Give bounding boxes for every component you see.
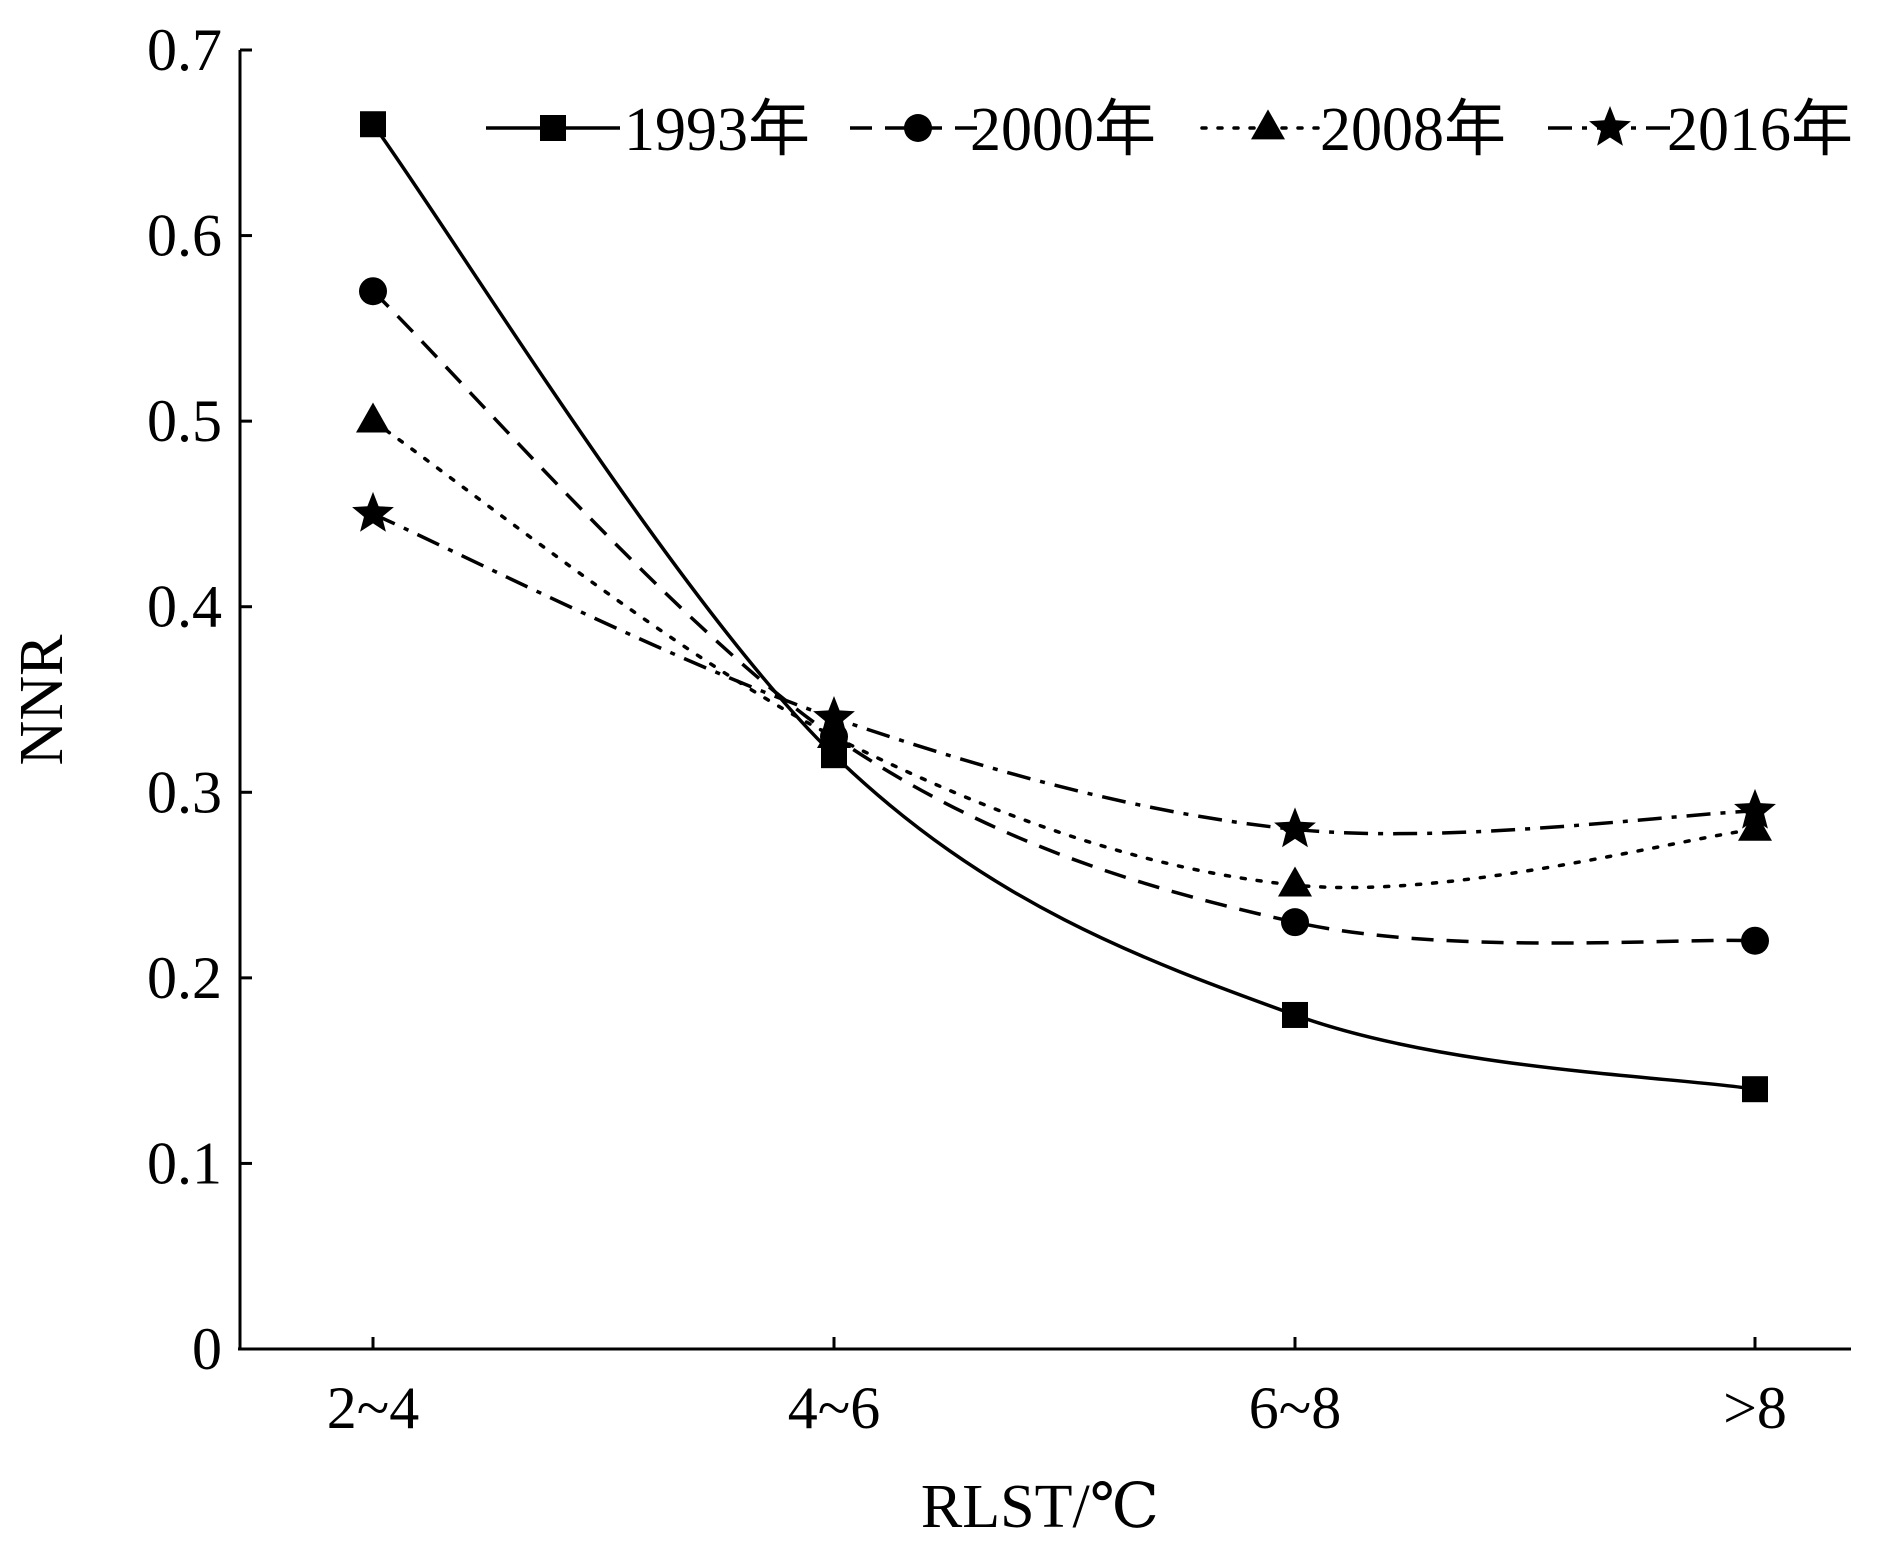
legend-label: 2016年 [1667,96,1853,164]
legend-marker-triangle [1251,109,1285,140]
legend-marker-square [540,115,566,141]
data-point-circle [359,277,387,306]
series-line-3 [371,419,1757,890]
y-axis-label: NNR [8,634,76,766]
y-tick-label: 0.6 [147,203,222,269]
x-tick-label: 2~4 [327,1375,419,1441]
data-point-star [813,696,855,736]
series-lines [371,123,1757,1091]
data-point-circle [1281,908,1309,937]
data-point-star [352,491,394,532]
legend-label: 2000年 [970,96,1156,164]
x-tick-label: 4~6 [788,1375,880,1441]
y-tick-label: 0.7 [147,17,222,83]
y-tick-label: 0.3 [147,759,222,825]
series-line-4 [372,512,1756,836]
data-point-triangle [1278,866,1312,897]
x-tick-label: 6~8 [1249,1375,1341,1441]
data-point-star [1274,807,1316,848]
legend-label: 2008年 [1320,96,1506,164]
x-ticks: 2~4 4~6 6~8 >8 [327,1337,1787,1441]
data-point-star [1734,788,1776,829]
legend-label: 1993年 [624,96,810,164]
x-tick-label: >8 [1723,1375,1787,1441]
series-markers [352,111,1776,1103]
legend: 1993年 2000年 2008年 2016年 [486,96,1853,164]
data-point-square [1742,1076,1768,1103]
y-tick-label: 0.2 [147,945,222,1011]
series-line-1 [371,123,1756,1091]
y-tick-label: 0.1 [147,1130,222,1196]
y-tick-label: 0 [192,1316,222,1382]
y-tick-label: 0.5 [147,388,222,454]
y-tick-label: 0.4 [147,574,222,640]
series-line-2 [371,289,1756,945]
y-ticks: 0 0.1 0.2 0.3 0.4 0.5 0.6 0.7 [147,17,252,1382]
data-point-triangle [817,718,851,749]
data-point-square [1282,1001,1308,1028]
legend-marker-star [1589,106,1631,146]
data-point-triangle [1738,810,1772,841]
data-point-circle [1741,926,1769,955]
legend-marker-circle [904,114,932,142]
x-axis-label: RLST/℃ [921,1473,1159,1541]
axes [238,50,1851,1351]
data-point-square [360,111,386,138]
data-point-triangle [356,402,390,433]
